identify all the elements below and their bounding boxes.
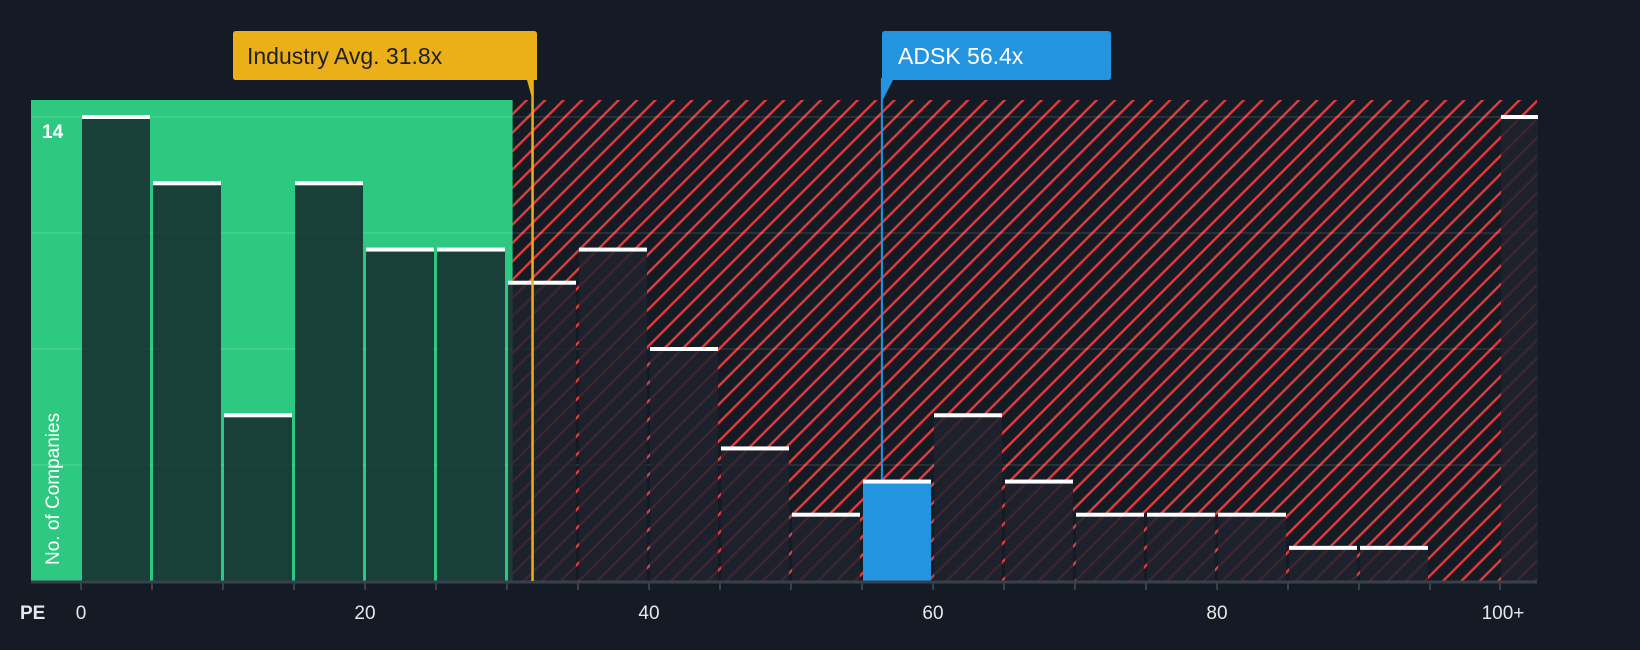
bar-top-cap	[1289, 545, 1357, 550]
bar-top-cap	[1076, 512, 1144, 517]
bar-top-cap	[224, 413, 292, 418]
bar-top-cap	[1218, 512, 1286, 517]
x-tick-label: 0	[76, 603, 87, 624]
bar-top-cap	[650, 347, 718, 351]
histogram-bar	[82, 117, 150, 581]
histogram-bar	[934, 415, 1002, 581]
histogram-bar	[1218, 514, 1286, 581]
histogram-bar	[366, 249, 434, 582]
bar-top-cap	[366, 247, 434, 252]
x-tick-label: 100+	[1482, 603, 1525, 624]
histogram-bar	[508, 282, 576, 581]
x-tick-label: 20	[354, 603, 375, 624]
company-pe-callout	[881, 31, 1111, 102]
histogram-bar	[224, 415, 292, 581]
bar-top-cap	[437, 247, 505, 252]
bar-top-cap	[1147, 512, 1215, 517]
x-tick-label: 60	[922, 603, 943, 624]
histogram-bar	[721, 448, 789, 581]
bar-top-cap	[863, 479, 931, 484]
histogram-bar	[863, 481, 931, 581]
x-tick-label: 40	[638, 603, 659, 624]
bar-top-cap	[1005, 479, 1073, 484]
histogram-bar	[1360, 547, 1428, 581]
industry-avg-callout	[233, 31, 537, 100]
bar-top-cap	[934, 413, 1002, 418]
histogram-bar	[1501, 117, 1538, 581]
industry-avg-label: Industry Avg. 31.8x	[247, 43, 443, 69]
histogram-bar	[579, 249, 647, 582]
y-tick-label: 14	[42, 122, 64, 143]
histogram-bar	[1147, 514, 1215, 581]
histogram-bar	[153, 183, 221, 582]
histogram-bar	[295, 183, 363, 582]
x-tick-label: 80	[1206, 603, 1227, 624]
y-axis-label: No. of Companies	[43, 413, 64, 565]
histogram-bar	[1076, 514, 1144, 581]
bar-top-cap	[721, 446, 789, 451]
bar-top-cap	[792, 512, 860, 517]
histogram-bar	[1289, 547, 1357, 581]
histogram-bar	[1005, 481, 1073, 581]
x-axis-label: PE	[20, 603, 45, 624]
histogram-bar	[437, 249, 505, 582]
bar-top-cap	[295, 181, 363, 186]
bar-top-cap	[82, 115, 150, 119]
bar-top-cap	[508, 280, 576, 285]
company-pe-label: ADSK 56.4x	[898, 43, 1024, 69]
bar-top-cap	[1360, 545, 1428, 550]
histogram-bar	[650, 349, 718, 581]
bar-top-cap	[579, 247, 647, 252]
bar-top-cap	[153, 181, 221, 186]
bar-top-cap	[1501, 115, 1538, 119]
histogram-bar	[792, 514, 860, 581]
